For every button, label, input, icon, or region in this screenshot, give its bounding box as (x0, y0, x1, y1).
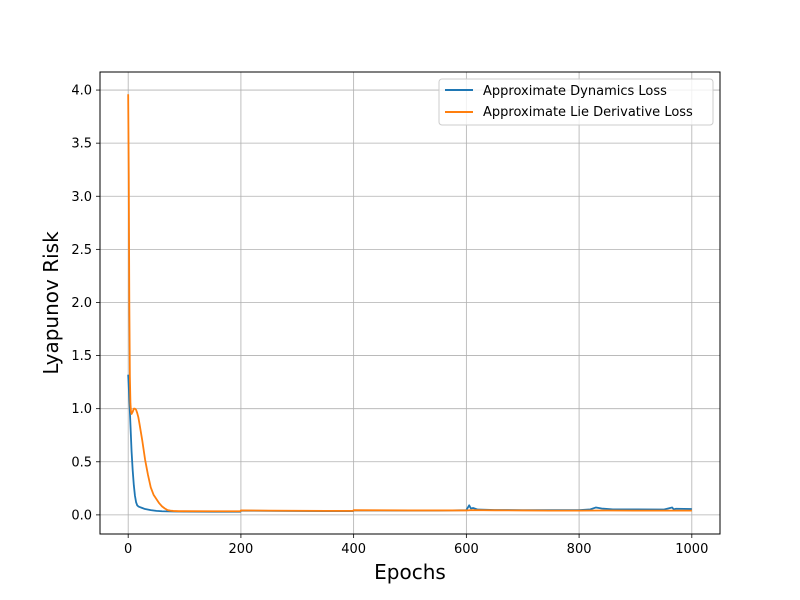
legend-label-dynamics: Approximate Dynamics Loss (483, 84, 667, 99)
grid-lines (100, 72, 720, 534)
axis-ticks: 0 200 400 600 800 1000 0.0 0.5 1.0 1.5 2.0 2.5 3.0 3.… (71, 84, 708, 557)
x-tick-label: 200 (228, 542, 253, 557)
legend-label-lie-derivative: Approximate Lie Derivative Loss (483, 105, 693, 120)
y-tick-label: 3.5 (71, 137, 92, 152)
x-tick-label: 0 (124, 542, 132, 557)
plot-frame (99, 71, 721, 535)
y-tick-label: 1.5 (71, 349, 92, 364)
y-tick-label: 4.0 (71, 84, 92, 99)
series-lines (127, 94, 692, 513)
series-line-1 (127, 94, 692, 513)
x-tick-label: 1000 (675, 542, 708, 557)
x-axis-label: Epochs (374, 560, 446, 584)
legend: Approximate Dynamics Loss Approximate Li… (438, 78, 714, 126)
x-tick-label: 400 (341, 542, 366, 557)
y-tick-label: 0.0 (71, 508, 92, 523)
y-tick-label: 2.0 (71, 296, 92, 311)
x-tick-label: 800 (567, 542, 592, 557)
y-tick-label: 2.5 (71, 243, 92, 258)
y-tick-label: 1.0 (71, 402, 92, 417)
y-tick-label: 0.5 (71, 455, 92, 470)
x-tick-label: 600 (454, 542, 479, 557)
legend-box (438, 78, 714, 126)
y-tick-label: 3.0 (71, 190, 92, 205)
y-axis-label: Lyapunov Risk (39, 231, 63, 375)
